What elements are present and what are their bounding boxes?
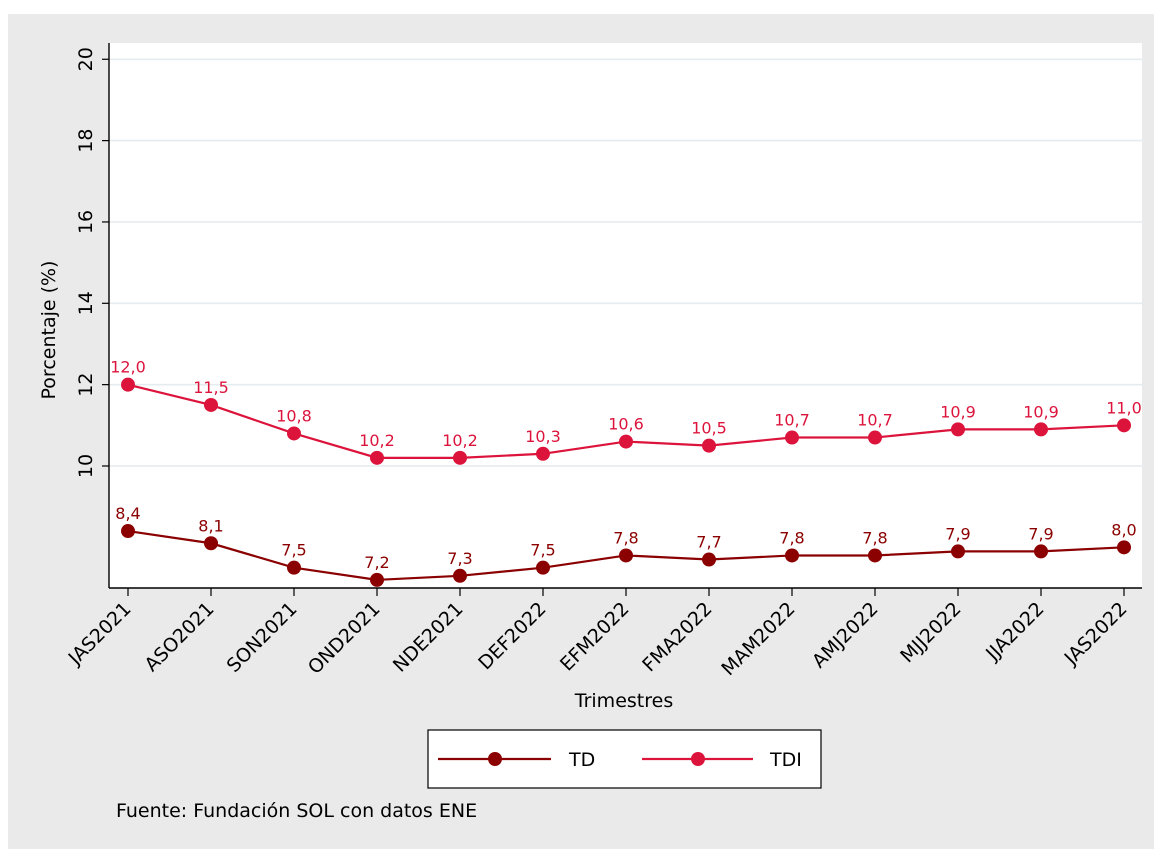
x-tick-label: JAS2022: [1060, 598, 1132, 670]
data-point-td: [121, 524, 135, 539]
data-point-tdi: [536, 446, 550, 461]
x-tick-label: MJJ2022: [896, 598, 965, 667]
data-point-tdi: [1034, 422, 1048, 437]
x-tick-label: JAS2021: [64, 598, 136, 670]
x-tick-label: AMJ2022: [808, 598, 883, 673]
data-label-tdi: 10,9: [1023, 402, 1059, 421]
legend-td-label: TD: [568, 749, 595, 771]
data-point-tdi: [785, 430, 799, 445]
data-label-tdi: 10,9: [940, 402, 976, 421]
data-point-tdi: [204, 397, 218, 412]
x-tick-label: NDE2021: [389, 598, 468, 677]
data-label-tdi: 11,0: [1106, 398, 1142, 417]
data-label-tdi: 10,6: [608, 415, 644, 434]
data-label-td: 7,8: [613, 528, 638, 547]
data-point-td: [868, 548, 882, 563]
series: 8,4 8,1 7,5 7,2 7,3 7,5 7,8 7,7 7,8 7,8 7,9 7,9 8,0 1…: [110, 358, 1142, 587]
data-point-tdi: [121, 377, 135, 392]
x-tick-label: SON2021: [223, 598, 302, 677]
data-label-tdi: 10,3: [525, 427, 561, 446]
data-label-td: 7,5: [530, 541, 555, 560]
data-label-tdi: 10,7: [774, 411, 810, 430]
legend-td-marker: [488, 752, 502, 766]
x-tick-label: MAM2022: [717, 598, 799, 680]
y-tick-label: 20: [75, 47, 97, 71]
data-point-td: [204, 536, 218, 551]
legend: TD TDI: [427, 729, 822, 789]
data-label-td: 7,8: [862, 528, 887, 547]
data-point-tdi: [370, 450, 384, 465]
data-point-td: [785, 548, 799, 563]
data-label-tdi: 10,2: [442, 431, 478, 450]
x-tick-label: FMA2022: [638, 598, 716, 676]
data-label-td: 7,8: [779, 528, 804, 547]
chart-background: 10 12 14 16 18 20 JAS2021 ASO2021 SON2021 OND202…: [8, 14, 1154, 849]
data-label-tdi: 10,2: [359, 431, 395, 450]
plot-area: [109, 43, 1142, 588]
y-tick-label: 16: [75, 210, 97, 234]
data-point-td: [370, 572, 384, 587]
data-label-tdi: 10,8: [276, 406, 312, 425]
y-ticks: 10 12 14 16 18 20: [75, 47, 109, 478]
data-label-td: 8,4: [115, 504, 140, 523]
data-point-td: [951, 544, 965, 559]
data-point-tdi: [702, 438, 716, 453]
data-label-tdi: 12,0: [110, 358, 146, 377]
data-point-tdi: [951, 422, 965, 437]
data-point-td: [1034, 544, 1048, 559]
data-point-td: [1117, 540, 1131, 555]
x-axis-title: Trimestres: [574, 690, 673, 712]
data-label-tdi: 11,5: [193, 378, 229, 397]
data-label-td: 7,9: [1028, 524, 1053, 543]
data-point-tdi: [868, 430, 882, 445]
line-chart: 10 12 14 16 18 20 JAS2021 ASO2021 SON2021 OND202…: [38, 43, 1142, 822]
gridlines: [109, 58, 1142, 467]
y-tick-label: 12: [75, 373, 97, 397]
data-point-tdi: [1117, 418, 1131, 433]
data-label-td: 8,1: [198, 516, 223, 535]
data-point-td: [536, 560, 550, 575]
data-label-td: 7,2: [364, 553, 389, 572]
data-point-td: [619, 548, 633, 563]
data-label-tdi: 10,5: [691, 419, 727, 438]
legend-tdi-marker: [691, 752, 705, 766]
source-note: Fuente: Fundación SOL con datos ENE: [116, 800, 477, 822]
y-tick-label: 14: [75, 291, 97, 315]
data-point-td: [453, 568, 467, 583]
data-point-td: [287, 560, 301, 575]
data-label-td: 7,9: [945, 524, 970, 543]
y-axis-title: Porcentaje (%): [38, 261, 60, 400]
x-tick-label: DEF2022: [474, 598, 550, 674]
x-tick-label: EFM2022: [556, 598, 634, 676]
data-point-tdi: [619, 434, 633, 449]
y-tick-label: 10: [75, 454, 97, 478]
data-point-tdi: [453, 450, 467, 465]
data-label-td: 7,7: [696, 533, 721, 552]
x-tick-label: JJA2022: [981, 598, 1048, 665]
data-point-td: [702, 552, 716, 567]
data-label-tdi: 10,7: [857, 411, 893, 430]
legend-tdi-label: TDI: [769, 749, 802, 771]
data-label-td: 7,5: [281, 541, 306, 560]
x-tick-label: OND2021: [304, 598, 385, 679]
data-point-tdi: [287, 426, 301, 441]
x-tick-label: ASO2021: [140, 598, 218, 676]
data-label-td: 7,3: [447, 549, 472, 568]
data-label-td: 8,0: [1111, 520, 1136, 539]
y-tick-label: 18: [75, 129, 97, 153]
x-ticks: JAS2021 ASO2021 SON2021 OND2021 NDE2021 DEF20…: [64, 588, 1132, 680]
